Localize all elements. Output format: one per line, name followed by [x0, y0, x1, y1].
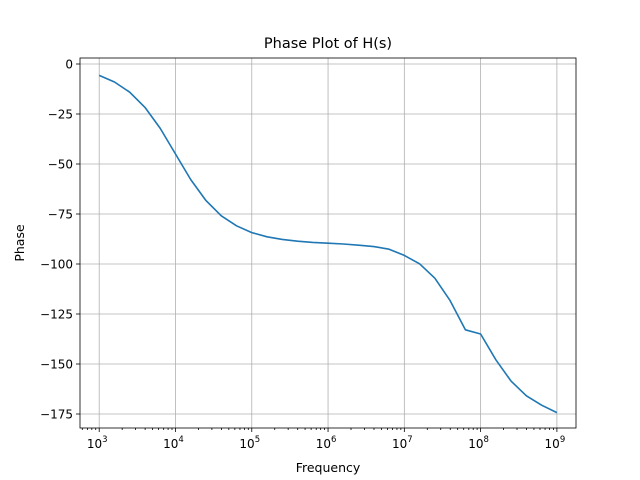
phase-data-point [175, 153, 176, 154]
y-tick-label: −125 [40, 308, 73, 322]
y-tick-layer: 0 −25 −50 −75 −100 −125 −150 −175 [40, 58, 80, 422]
phase-data-point [480, 333, 481, 334]
phase-data-point [511, 381, 512, 382]
chart-title: Phase Plot of H(s) [264, 36, 392, 52]
phase-data-point [373, 246, 374, 247]
y-tick-label: −175 [40, 408, 73, 422]
phase-series-line [98, 74, 558, 414]
phase-data-point [114, 81, 115, 82]
y-axis-label: Phase [12, 224, 27, 262]
phase-data-point [404, 255, 405, 256]
phase-data-point [282, 239, 283, 240]
x-tick-label: 107 [392, 435, 413, 451]
phase-data-point [495, 359, 496, 360]
x-tick-label: 109 [545, 435, 566, 451]
x-tick-label: 103 [87, 435, 108, 451]
phase-data-point [327, 243, 328, 244]
x-tick-label: 108 [468, 435, 489, 451]
y-tick-label: −50 [48, 158, 73, 172]
phase-data-point [343, 243, 344, 244]
phase-data-point [205, 200, 206, 201]
x-tick-label: 105 [239, 435, 260, 451]
phase-data-point [434, 278, 435, 279]
phase-data-point [450, 300, 451, 301]
phase-data-point [358, 245, 359, 246]
phase-data-point [129, 92, 130, 93]
phase-data-point [160, 128, 161, 129]
y-tick-label: −75 [48, 208, 73, 222]
x-tick-layer: 103 104 105 106 107 108 109 [81, 428, 566, 451]
phase-data-point [541, 405, 542, 406]
phase-data-point [251, 232, 252, 233]
y-tick-label: −150 [40, 358, 73, 372]
phase-data-point [388, 249, 389, 250]
phase-data-point [190, 179, 191, 180]
x-tick-label: 106 [316, 435, 337, 451]
phase-data-point [465, 329, 466, 330]
phase-data-point [266, 236, 267, 237]
phase-data-point [419, 263, 420, 264]
phase-data-point [297, 241, 298, 242]
phase-data-point [221, 215, 222, 216]
phase-data-point [99, 75, 100, 76]
x-tick-label: 104 [163, 435, 184, 451]
y-tick-label: 0 [65, 58, 73, 72]
phase-data-point [526, 395, 527, 396]
y-tick-label: −100 [40, 258, 73, 272]
phase-data-point [556, 412, 557, 413]
grid-layer [80, 58, 576, 428]
series-layer [98, 74, 558, 414]
phase-data-point [144, 107, 145, 108]
x-axis-label: Frequency [296, 460, 361, 475]
y-tick-label: −25 [48, 108, 73, 122]
phase-data-point [236, 225, 237, 226]
phase-data-point [312, 242, 313, 243]
